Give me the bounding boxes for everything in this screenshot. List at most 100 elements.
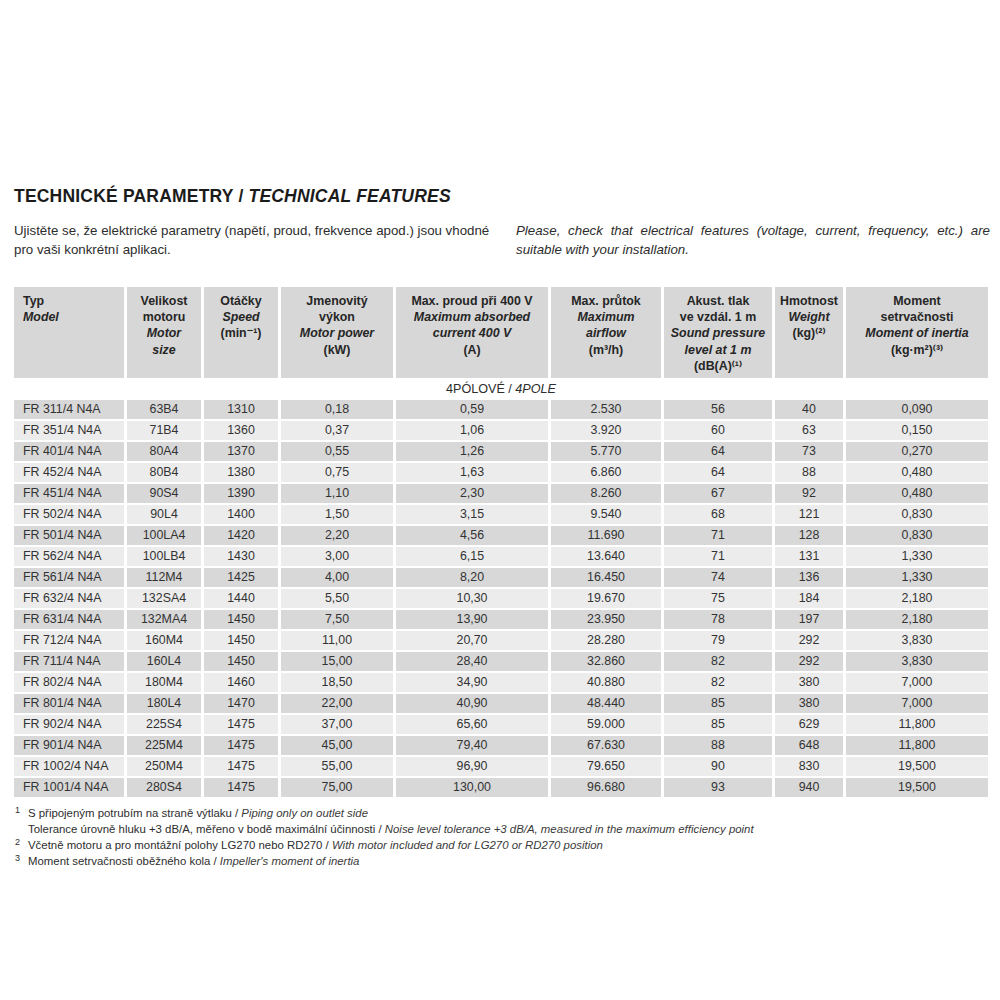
table-cell: 45,00 [281, 736, 393, 755]
footnote-english: Piping only on outlet side [241, 807, 368, 819]
table-cell: 28.280 [551, 631, 661, 650]
table-cell: 8.260 [551, 484, 661, 503]
datasheet-page: TECHNICKÉ PARAMETRY / TECHNICAL FEATURES… [0, 0, 1000, 870]
cell-model: FR 452/4 N4A [14, 463, 124, 482]
table-cell: 64 [664, 463, 772, 482]
table-cell: 0,830 [846, 526, 988, 545]
table-row: FR 561/4 N4A112M414254,008,2016.45074136… [14, 568, 988, 587]
cell-model: FR 351/4 N4A [14, 421, 124, 440]
col-header-english: Sound pressure level at 1 m [666, 325, 770, 358]
table-cell: 2.530 [551, 400, 661, 419]
table-cell: 11,800 [846, 736, 988, 755]
col-header-unit: (A) [398, 342, 546, 358]
col-header-czech: Velikost motoru [129, 293, 199, 326]
table-cell: 90S4 [127, 484, 201, 503]
table-cell: 6,15 [396, 547, 548, 566]
table-cell: 0,830 [846, 505, 988, 524]
table-cell: 40 [775, 400, 843, 419]
cell-model: FR 631/4 N4A [14, 610, 124, 629]
table-cell: 0,270 [846, 442, 988, 461]
cell-model: FR 502/4 N4A [14, 505, 124, 524]
page-title-english: TECHNICAL FEATURES [249, 186, 451, 206]
footnote-czech: Moment setrvačnosti oběžného kola / [28, 855, 220, 867]
footnote-english: With motor included and for LG270 or RD2… [332, 839, 603, 851]
table-cell: 1400 [204, 505, 278, 524]
footnote-line: 1 S připojeným potrubím na straně výtlaku… [14, 806, 990, 822]
table-cell: 1,330 [846, 547, 988, 566]
table-row: FR 451/4 N4A90S413901,102,308.26067920,4… [14, 484, 988, 503]
table-cell: 1475 [204, 736, 278, 755]
col-header-czech: Jmenovitý výkon [283, 293, 391, 326]
table-cell: 71B4 [127, 421, 201, 440]
table-cell: 9.540 [551, 505, 661, 524]
table-row: FR 401/4 N4A80A413700,551,265.77064730,2… [14, 442, 988, 461]
footnote-czech: Tolerance úrovně hluku +3 dB/A, měřeno v… [28, 823, 385, 835]
table-row: FR 712/4 N4A160M4145011,0020,7028.280792… [14, 631, 988, 650]
table-cell: 78 [664, 610, 772, 629]
table-cell: 5,50 [281, 589, 393, 608]
table-cell: 3,830 [846, 652, 988, 671]
footnote-number: 3 [15, 852, 20, 865]
table-cell: 40.880 [551, 673, 661, 692]
footnote-czech: S připojeným potrubím na straně výtlaku … [28, 807, 241, 819]
col-header-english: Moment of inertia [848, 325, 986, 341]
table-cell: 18,50 [281, 673, 393, 692]
footnote-english: Impeller's moment of inertia [220, 855, 360, 867]
cell-model: FR 902/4 N4A [14, 715, 124, 734]
table-cell: 32.860 [551, 652, 661, 671]
col-header-english: Model [23, 309, 122, 325]
table-cell: 7,000 [846, 673, 988, 692]
cell-model: FR 562/4 N4A [14, 547, 124, 566]
intro-english: Please, check that electrical features (… [516, 221, 990, 260]
table-cell: 64 [664, 442, 772, 461]
table-cell: 2,180 [846, 610, 988, 629]
table-cell: 1,26 [396, 442, 548, 461]
footnote-number: 1 [15, 804, 20, 817]
table-cell: 63 [775, 421, 843, 440]
table-cell: 7,000 [846, 694, 988, 713]
table-cell: 0,55 [281, 442, 393, 461]
table-cell: 3,830 [846, 631, 988, 650]
table-cell: 3,15 [396, 505, 548, 524]
cell-model: FR 801/4 N4A [14, 694, 124, 713]
table-cell: 73 [775, 442, 843, 461]
col-header-model: Typ Model [14, 287, 124, 379]
col-header-motor-size: Velikost motoru Motor size [127, 287, 201, 379]
col-header-unit: (kg)⁽²⁾ [777, 325, 841, 341]
table-cell: 130,00 [396, 778, 548, 797]
table-cell: 225S4 [127, 715, 201, 734]
table-cell: 1425 [204, 568, 278, 587]
table-cell: 2,30 [396, 484, 548, 503]
table-cell: 0,480 [846, 484, 988, 503]
table-cell: 74 [664, 568, 772, 587]
table-cell: 15,00 [281, 652, 393, 671]
table-cell: 1,63 [396, 463, 548, 482]
table-cell: 1390 [204, 484, 278, 503]
table-cell: 648 [775, 736, 843, 755]
table-cell: 92 [775, 484, 843, 503]
col-header-english: Motor size [129, 325, 199, 358]
col-header-unit: (dB(A)⁽¹⁾ [666, 358, 770, 374]
footnote-number: 2 [15, 836, 20, 849]
col-header-inertia: Moment setrvačnosti Moment of inertia (k… [846, 287, 988, 379]
table-cell: 1,10 [281, 484, 393, 503]
table-cell: 1450 [204, 652, 278, 671]
table-row: FR 1001/4 N4A280S4147575,00130,0096.6809… [14, 778, 988, 797]
table-cell: 88 [664, 736, 772, 755]
table-cell: 292 [775, 652, 843, 671]
table-cell: 121 [775, 505, 843, 524]
table-cell: 85 [664, 694, 772, 713]
table-header: Typ Model Velikost motoru Motor size Otá… [14, 287, 988, 379]
table-cell: 1470 [204, 694, 278, 713]
table-row: FR 501/4 N4A100LA414202,204,5611.6907112… [14, 526, 988, 545]
table-cell: 79 [664, 631, 772, 650]
table-cell: 55,00 [281, 757, 393, 776]
technical-features-table: Typ Model Velikost motoru Motor size Otá… [11, 285, 991, 800]
table-cell: 90 [664, 757, 772, 776]
table-cell: 0,59 [396, 400, 548, 419]
cell-model: FR 632/4 N4A [14, 589, 124, 608]
section-label: 4PÓLOVÉ / 4POLE [14, 380, 988, 398]
table-cell: 136 [775, 568, 843, 587]
table-cell: 63B4 [127, 400, 201, 419]
table-cell: 85 [664, 715, 772, 734]
